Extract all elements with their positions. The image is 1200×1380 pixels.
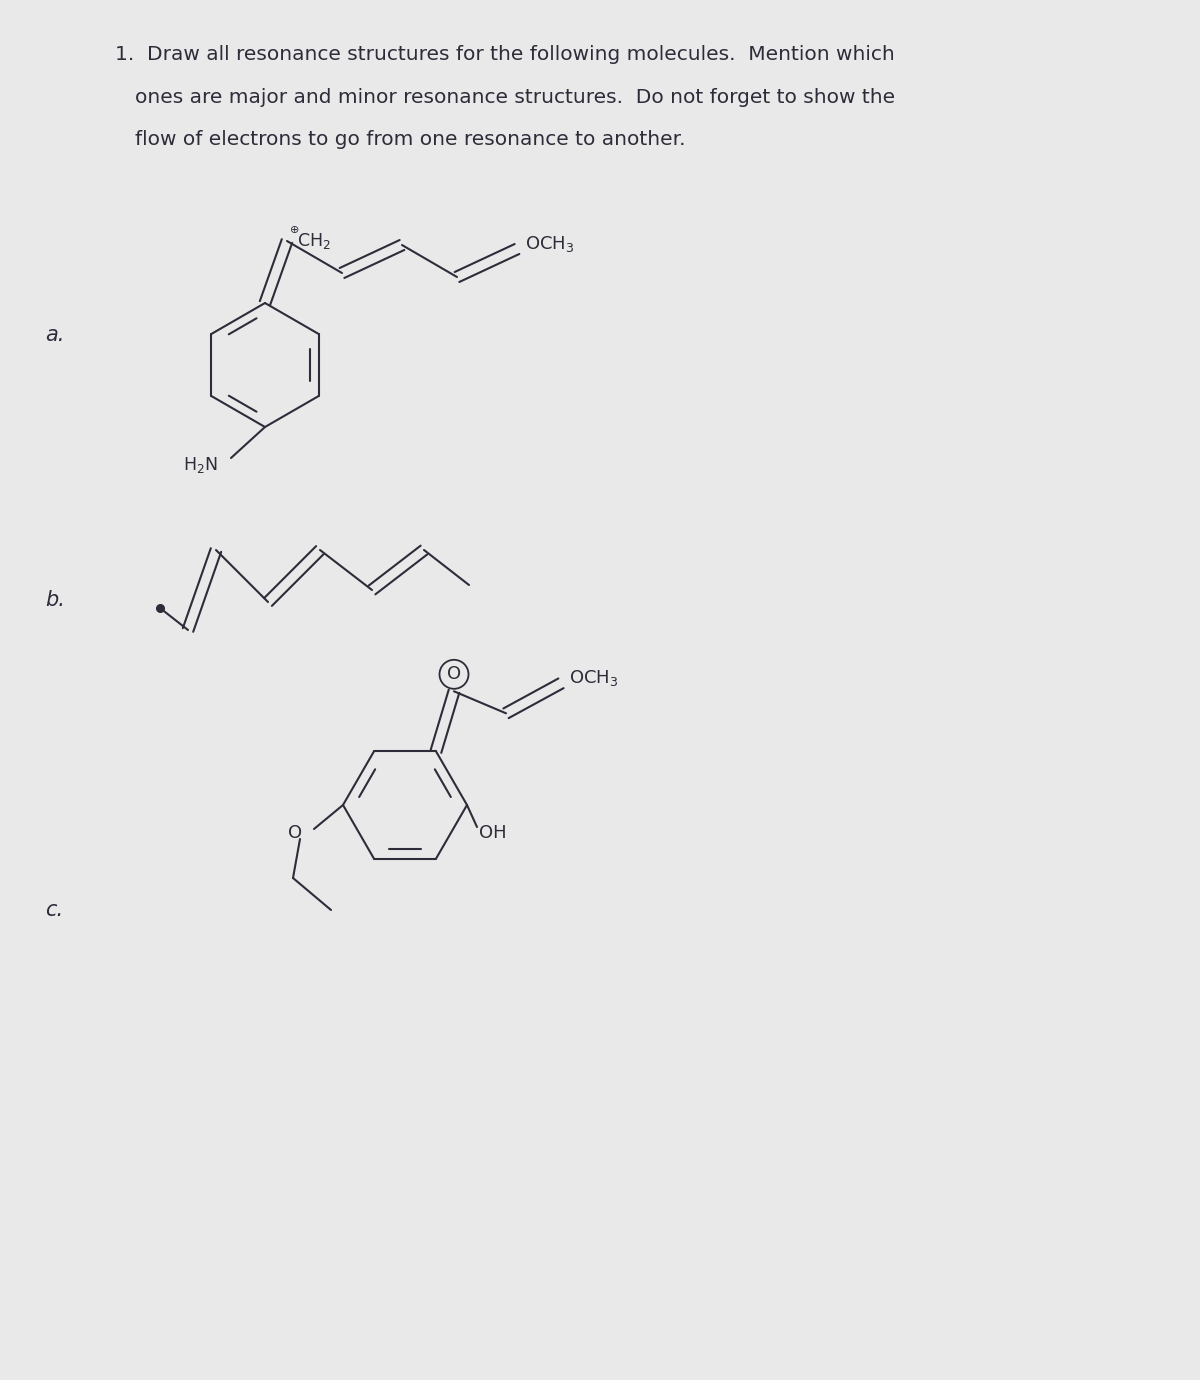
Text: O: O — [446, 665, 461, 683]
Text: a.: a. — [46, 326, 65, 345]
Text: 1.  Draw all resonance structures for the following molecules.  Mention which: 1. Draw all resonance structures for the… — [115, 46, 895, 63]
Text: OCH$_3$: OCH$_3$ — [524, 235, 575, 254]
Text: OCH$_3$: OCH$_3$ — [569, 668, 618, 689]
Text: OH: OH — [479, 824, 506, 842]
Text: b.: b. — [46, 591, 65, 610]
Text: c.: c. — [46, 900, 64, 920]
Text: $\oplus$: $\oplus$ — [289, 224, 299, 235]
Text: ones are major and minor resonance structures.  Do not forget to show the: ones are major and minor resonance struc… — [134, 88, 895, 108]
Text: flow of electrons to go from one resonance to another.: flow of electrons to go from one resonan… — [134, 130, 685, 149]
Text: O: O — [288, 824, 302, 842]
Text: H$_2$N: H$_2$N — [184, 455, 218, 475]
Text: CH$_2$: CH$_2$ — [298, 230, 331, 251]
